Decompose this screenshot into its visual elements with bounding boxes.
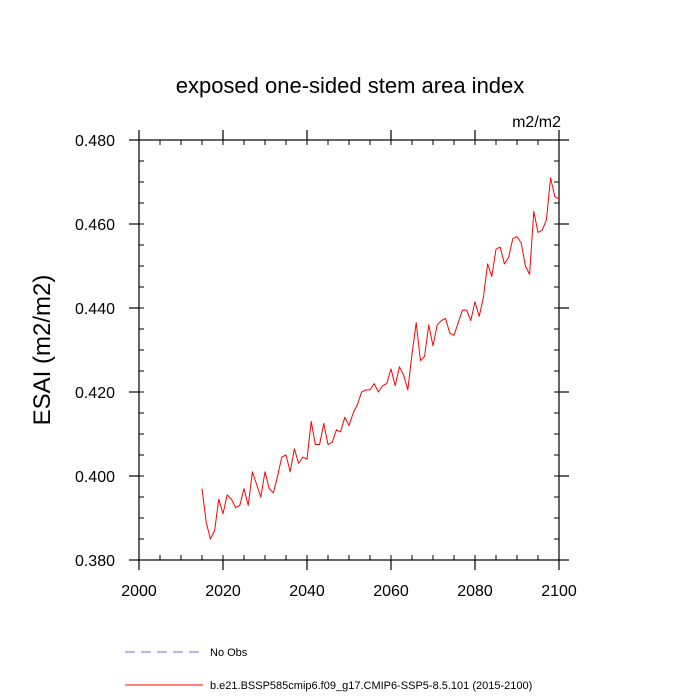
series-lines [201,177,560,540]
y-axis-label: ESAI (m2/m2) [29,275,56,426]
x-tick-label: 2020 [205,583,241,600]
axis-tick-labels: 2000 2020 2040 2060 2080 2100 0.380 0.400 0.420 0… [75,133,577,600]
x-tick-label: 2100 [541,583,577,600]
plot-frame [138,139,560,561]
legend-label: No Obs [210,647,248,659]
y-tick-label: 0.380 [75,553,115,570]
y-tick-label: 0.440 [75,301,115,318]
series-line [201,177,560,540]
y-tick-label: 0.460 [75,217,115,234]
legend-label: b.e21.BSSP585cmip6.f09_g17.CMIP6-SSP5-8.… [210,680,532,692]
x-tick-label: 2060 [373,583,409,600]
x-tick-label: 2000 [121,583,157,600]
y-tick-label: 0.480 [75,133,115,150]
y-tick-label: 0.400 [75,469,115,486]
chart-title: exposed one-sided stem area index [176,73,525,98]
legend: No Obs b.e21.BSSP585cmip6.f09_g17.CMIP6-S… [125,647,532,692]
x-tick-label: 2080 [457,583,493,600]
x-tick-label: 2040 [289,583,325,600]
axis-ticks [129,130,569,570]
y-tick-label: 0.420 [75,385,115,402]
units-label: m2/m2 [512,114,561,131]
